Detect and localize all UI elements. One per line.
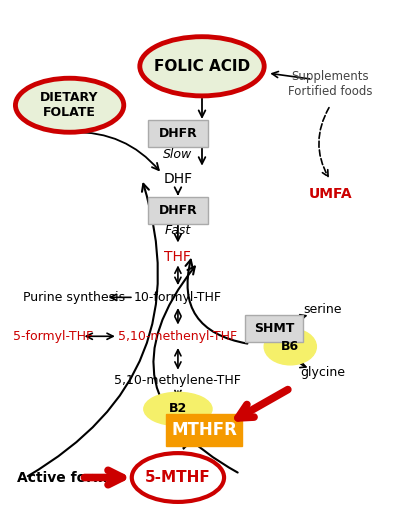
Text: 5-formyl-THF: 5-formyl-THF [13,330,94,343]
Text: UMFA: UMFA [309,186,352,200]
FancyBboxPatch shape [166,413,242,446]
Text: 5,10-methenyl-THF: 5,10-methenyl-THF [118,330,238,343]
Text: Active form: Active form [17,470,108,484]
Text: DHFR: DHFR [158,127,197,140]
Ellipse shape [132,453,224,502]
Text: 5,10-methylene-THF: 5,10-methylene-THF [114,374,241,387]
FancyBboxPatch shape [148,197,208,223]
Ellipse shape [140,37,264,96]
Text: B2: B2 [169,402,187,416]
FancyBboxPatch shape [245,315,303,342]
Text: Purine synthesis: Purine synthesis [23,291,125,304]
Text: Fast: Fast [165,223,191,236]
Text: 10-formyl-THF: 10-formyl-THF [134,291,222,304]
Text: Supplements
Fortified foods: Supplements Fortified foods [288,70,372,99]
Ellipse shape [264,328,316,365]
Text: DHF: DHF [163,172,192,186]
Text: 5-MTHF: 5-MTHF [145,470,211,485]
Text: B6: B6 [281,340,299,353]
Text: Slow: Slow [163,148,193,161]
Text: THF: THF [164,250,191,264]
Ellipse shape [144,393,212,425]
Ellipse shape [15,78,124,132]
Text: SHMT: SHMT [254,322,295,335]
Text: DHFR: DHFR [158,204,197,217]
FancyBboxPatch shape [148,120,208,147]
Text: MTHFR: MTHFR [171,421,237,439]
Text: serine: serine [303,303,342,316]
Text: DIETARY
FOLATE: DIETARY FOLATE [40,91,99,119]
Text: FOLIC ACID: FOLIC ACID [154,59,250,74]
Text: glycine: glycine [300,366,345,379]
